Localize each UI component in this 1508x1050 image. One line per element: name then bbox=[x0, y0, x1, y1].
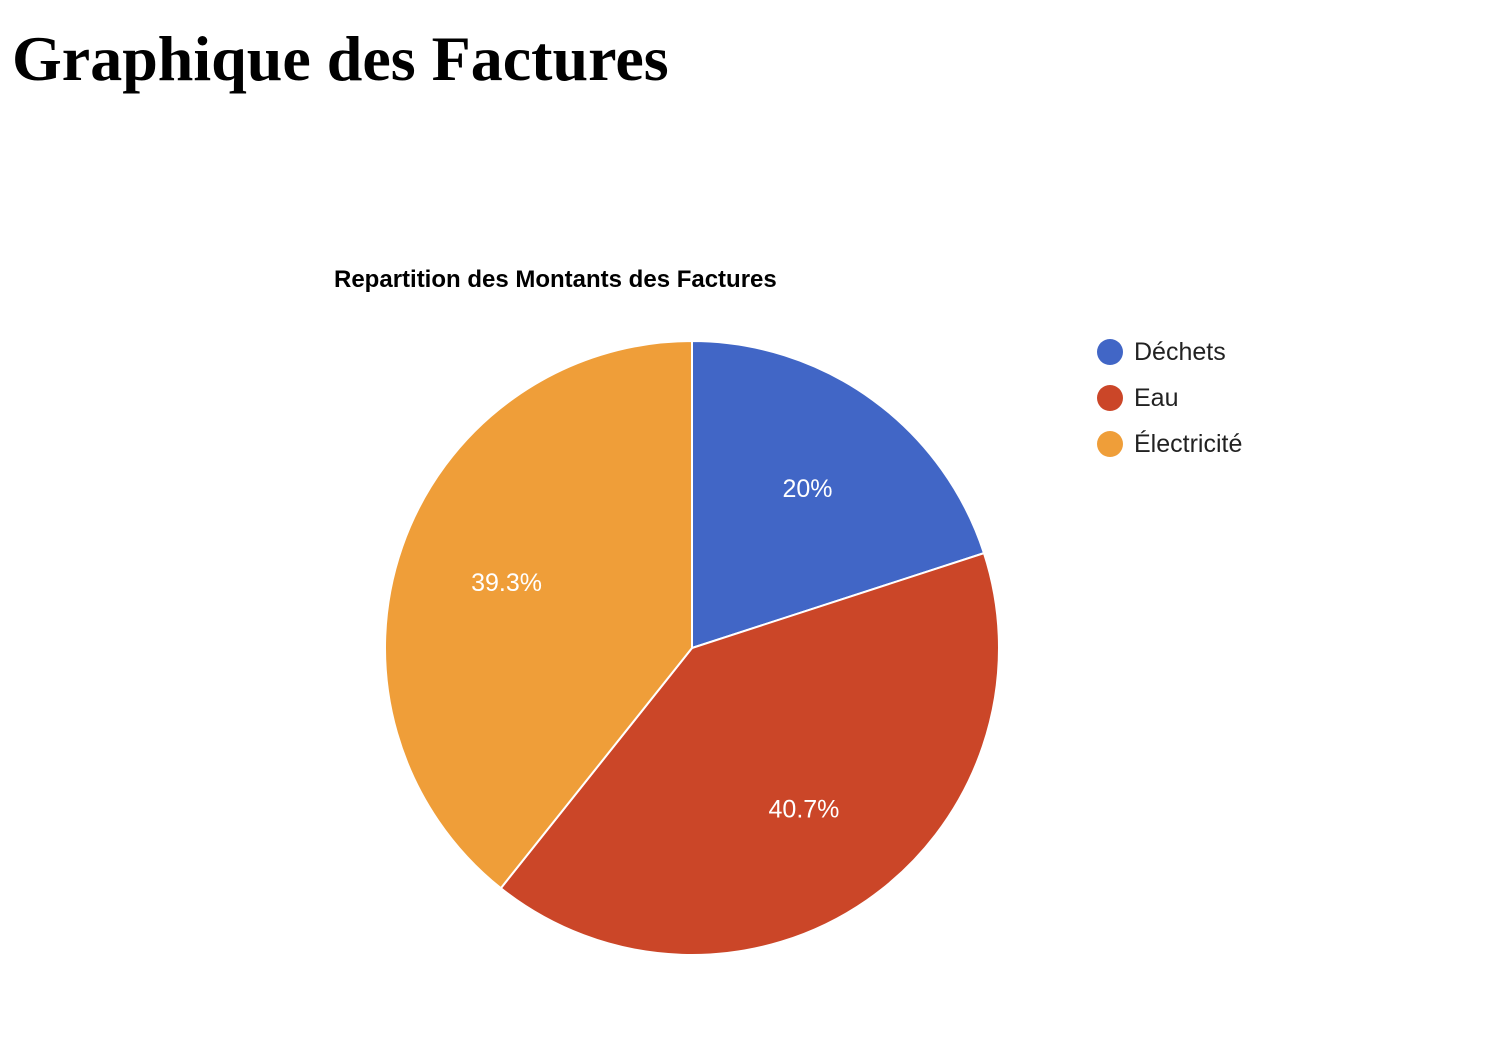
legend-swatch bbox=[1097, 385, 1123, 411]
slice-percent-label: 40.7% bbox=[769, 795, 840, 823]
legend-item[interactable]: Électricité bbox=[1097, 429, 1242, 458]
legend-label: Électricité bbox=[1134, 429, 1242, 458]
legend-label: Déchets bbox=[1134, 338, 1226, 366]
pie-slice-labels: 20% 40.7% 39.3% bbox=[471, 475, 839, 823]
pie-slice-1[interactable] bbox=[499, 551, 1000, 956]
chart-title: Repartition des Montants des Factures bbox=[334, 266, 777, 293]
pie-slices bbox=[384, 339, 1000, 956]
page-title: Graphique des Factures bbox=[12, 23, 669, 94]
slice-percent-label: 20% bbox=[782, 475, 832, 503]
pie-slice-2[interactable] bbox=[384, 339, 693, 890]
legend-swatch bbox=[1097, 431, 1123, 457]
legend-item[interactable]: Déchets bbox=[1097, 338, 1226, 366]
pie-slice-0[interactable] bbox=[691, 339, 986, 650]
chart-legend: Déchets Eau Électricité bbox=[1097, 338, 1242, 458]
legend-label: Eau bbox=[1134, 384, 1178, 412]
legend-item[interactable]: Eau bbox=[1097, 384, 1178, 412]
slice-percent-label: 39.3% bbox=[471, 569, 542, 597]
legend-swatch bbox=[1097, 339, 1123, 365]
